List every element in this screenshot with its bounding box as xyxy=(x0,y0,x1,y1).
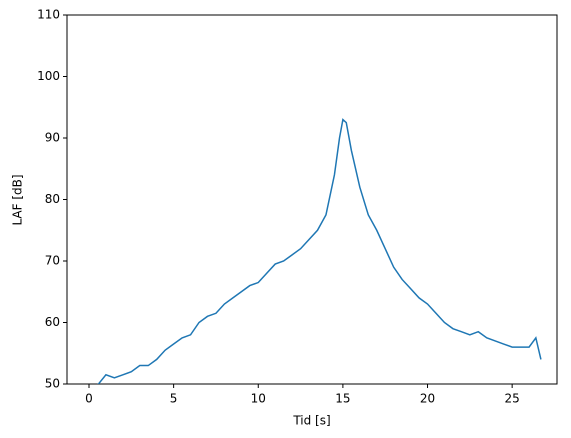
x-tick-label: 0 xyxy=(85,392,93,406)
data-line xyxy=(97,118,542,384)
x-tick-label: 10 xyxy=(251,392,266,406)
x-tick-label: 25 xyxy=(505,392,520,406)
y-tick-label: 50 xyxy=(45,377,60,391)
y-tick-label: 60 xyxy=(45,315,60,329)
y-tick-label: 70 xyxy=(45,254,60,268)
x-axis-label: Tid [s] xyxy=(292,414,330,428)
x-tick-label: 20 xyxy=(420,392,435,406)
y-tick-label: 90 xyxy=(45,131,60,145)
y-tick-label: 80 xyxy=(45,192,60,206)
y-tick-label: 110 xyxy=(37,8,60,22)
y-axis-label: LAF [dB] xyxy=(11,174,25,225)
y-tick-label: 100 xyxy=(37,69,60,83)
x-tick-label: 5 xyxy=(170,392,178,406)
plot-frame xyxy=(66,14,558,385)
x-tick-label: 15 xyxy=(335,392,350,406)
